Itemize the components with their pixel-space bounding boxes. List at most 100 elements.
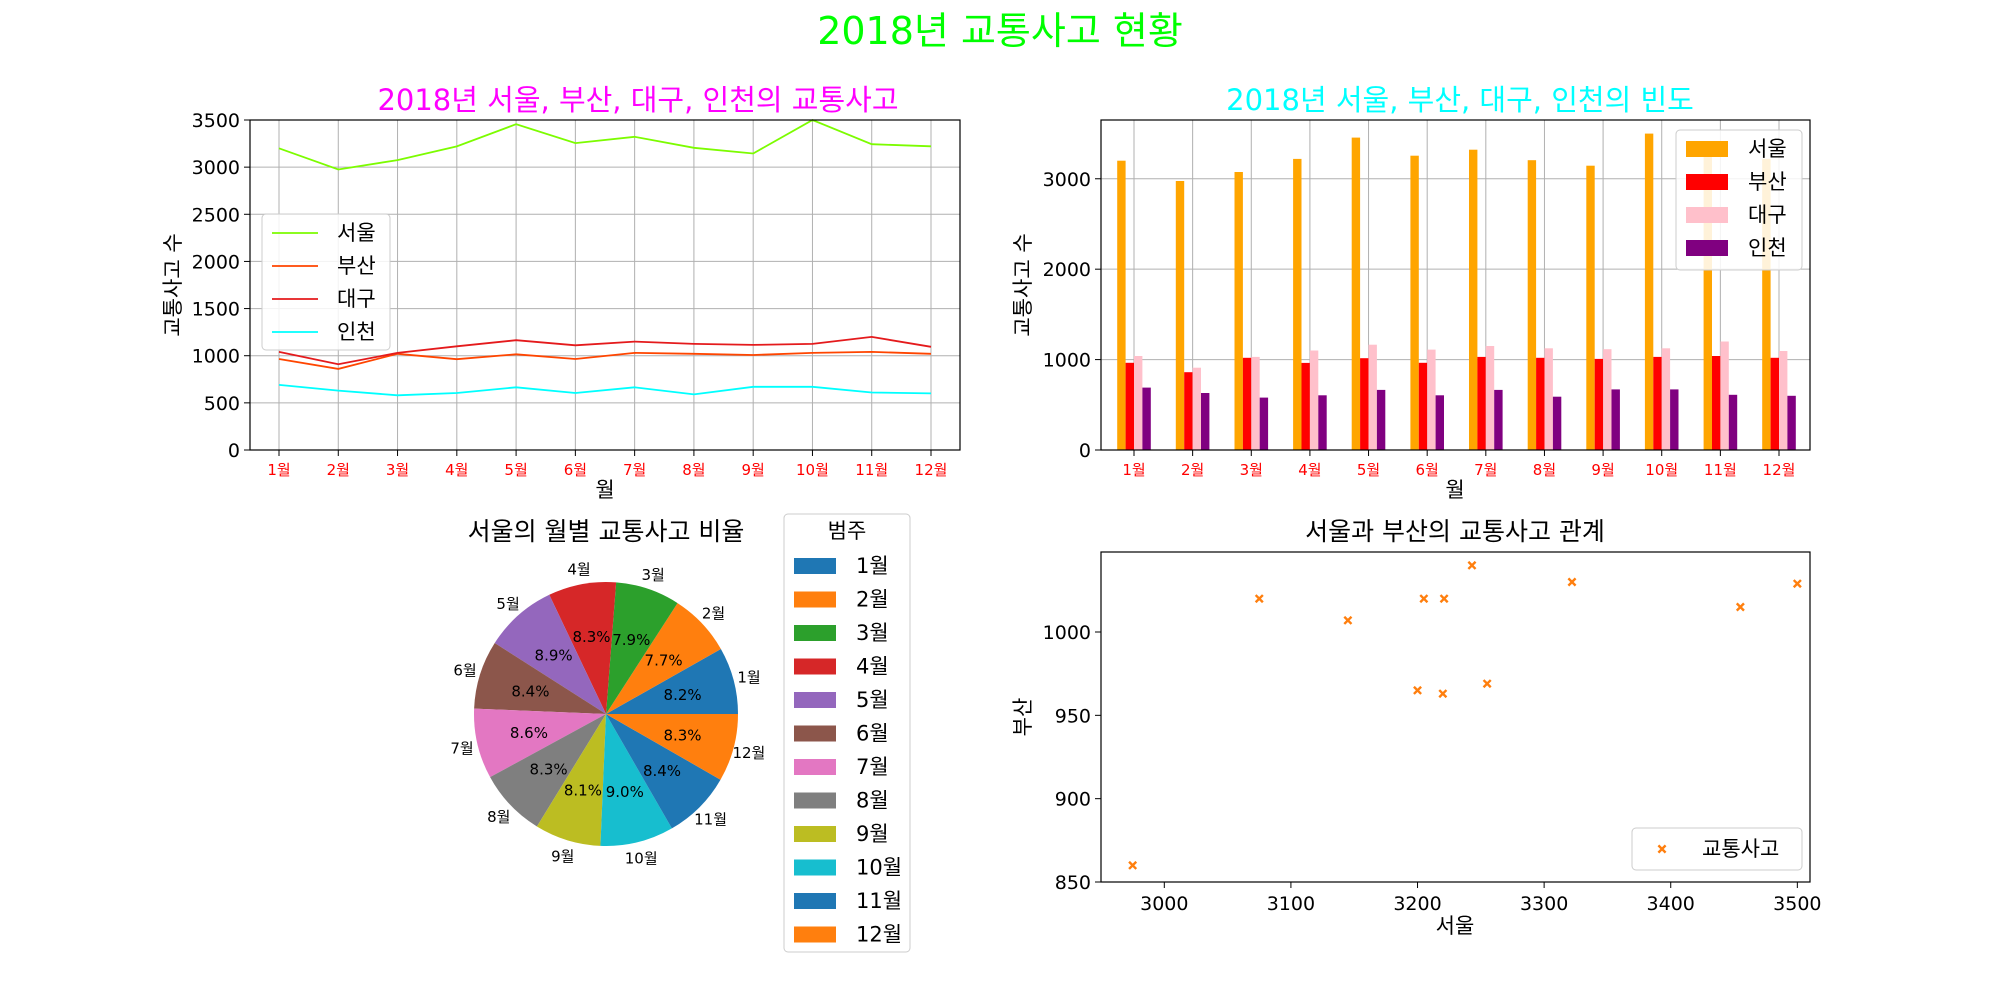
bar — [1259, 397, 1269, 450]
line-chart-ylabel: 교통사고 수 — [161, 233, 185, 336]
legend-frame — [261, 213, 391, 351]
pie-slice-label: 9월 — [551, 847, 574, 865]
bar — [1175, 181, 1185, 450]
x-tick-label: 12월 — [915, 461, 948, 479]
y-tick-label: 0 — [228, 440, 240, 462]
legend-label: 부산 — [1748, 170, 1787, 194]
legend-swatch — [1686, 141, 1728, 157]
scatter-point — [1419, 594, 1429, 604]
pie-pct-label: 8.3% — [530, 761, 568, 779]
legend-swatch — [794, 893, 836, 909]
bar — [1728, 394, 1738, 450]
bar — [1192, 367, 1201, 450]
legend-swatch — [794, 926, 836, 943]
legend-swatch — [794, 725, 836, 742]
x-tick-label: 8월 — [1533, 461, 1556, 479]
x-tick-label: 3300 — [1520, 893, 1568, 915]
line-chart-panel: 2018년 서울, 부산, 대구, 인천의 교통사고 1월 2월 3월 4월 5월 6월 7… — [161, 83, 961, 502]
bar — [1703, 156, 1712, 451]
pie-chart-legend: 범주 1월 2월 3월 4월 5월 6월 7월 8월 9월 10월 11월 12월 — [783, 513, 911, 953]
bar — [1653, 356, 1662, 450]
bar — [1485, 346, 1495, 450]
legend-label: 8월 — [856, 789, 889, 813]
pie-slice — [606, 714, 738, 780]
x-tick-label: 3500 — [1773, 893, 1821, 915]
line-chart-axes — [249, 119, 961, 451]
legend-label: 인천 — [1748, 236, 1787, 260]
line-chart-xlabel: 월 — [595, 478, 614, 502]
legend-label: 서울 — [337, 221, 376, 245]
legend-label: 인천 — [337, 320, 376, 344]
y-tick-label: 1000 — [192, 346, 240, 368]
scatter-point — [1439, 594, 1449, 604]
bar — [1787, 395, 1796, 450]
y-tick-label: 0 — [1079, 440, 1091, 462]
scatter-chart-axes — [1100, 551, 1811, 883]
legend-label: 1월 — [856, 554, 889, 578]
scatter-point — [1128, 860, 1138, 870]
x-tick-label: 2월 — [327, 461, 350, 479]
y-tick-label: 900 — [1055, 789, 1091, 811]
pie-slice-label: 10월 — [625, 850, 658, 868]
scatter-point — [1467, 560, 1477, 570]
y-tick-label: 2000 — [192, 251, 240, 273]
x-tick-label: 10월 — [796, 461, 829, 479]
scatter-point — [1657, 844, 1667, 854]
y-tick-label: 3000 — [1043, 169, 1091, 191]
legend-frame — [1631, 827, 1803, 871]
legend-label: 교통사고 — [1702, 837, 1779, 861]
legend-swatch — [794, 859, 836, 876]
bar-chart-title: 2018년 서울, 부산, 대구, 인천의 빈도 — [1226, 83, 1694, 117]
bar — [1117, 160, 1126, 450]
x-tick-label: 7월 — [1474, 461, 1497, 479]
pie-chart-panel: 서울의 월별 교통사고 비율 8.2% 1월 7.7% 2월 7.9% 3월 8.3% 4월 8… — [450, 513, 911, 953]
legend-frame — [783, 513, 911, 953]
pie-pct-label: 8.1% — [564, 782, 602, 800]
legend-swatch — [794, 826, 836, 842]
y-tick-label: 500 — [204, 393, 240, 415]
bar — [1670, 389, 1679, 450]
x-tick-label: 12월 — [1763, 461, 1796, 479]
bar — [1603, 349, 1612, 450]
bar — [1351, 137, 1361, 450]
x-tick-label: 6월 — [564, 461, 587, 479]
x-tick-label: 11월 — [855, 461, 888, 479]
legend-label: 3월 — [856, 621, 889, 645]
bar — [1477, 356, 1486, 450]
pie-slice-label: 1월 — [737, 668, 760, 686]
legend-label: 7월 — [856, 755, 889, 779]
series-line-2 — [278, 350, 932, 370]
pie-slice-label: 6월 — [453, 662, 476, 680]
legend-swatch — [794, 658, 836, 675]
scatter-chart-legend: 교통사고 — [1631, 827, 1803, 871]
pie-pct-label: 9.0% — [606, 783, 644, 801]
scatter-point — [1343, 615, 1353, 625]
bar — [1770, 357, 1779, 450]
pie-slice-label: 11월 — [694, 811, 727, 829]
legend-label: 5월 — [856, 688, 889, 712]
pie-slice — [600, 714, 672, 846]
pie-slice — [606, 714, 721, 829]
scatter-point — [1413, 685, 1422, 695]
bar — [1527, 160, 1537, 450]
bar — [1427, 349, 1436, 450]
x-tick-label: 1월 — [267, 461, 290, 479]
legend-frame — [1675, 129, 1803, 271]
pie-slice — [549, 581, 617, 714]
bar — [1494, 389, 1503, 450]
bar — [1293, 158, 1302, 450]
pie-slice-label: 7월 — [450, 740, 473, 758]
bar — [1661, 348, 1671, 450]
x-tick-label: 3000 — [1140, 893, 1188, 915]
pie-slice-label: 5월 — [496, 595, 519, 613]
legend-swatch — [794, 692, 836, 708]
x-tick-label: 3월 — [386, 461, 409, 479]
bar — [1368, 344, 1377, 450]
x-tick-label: 2월 — [1181, 461, 1204, 479]
bar — [1376, 389, 1386, 450]
pie-slice — [606, 649, 738, 714]
bar — [1779, 351, 1788, 450]
scatter-chart-ylabel: 부산 — [1011, 698, 1035, 737]
bar — [1309, 350, 1319, 450]
line-chart-title: 2018년 서울, 부산, 대구, 인천의 교통사고 — [377, 83, 898, 117]
